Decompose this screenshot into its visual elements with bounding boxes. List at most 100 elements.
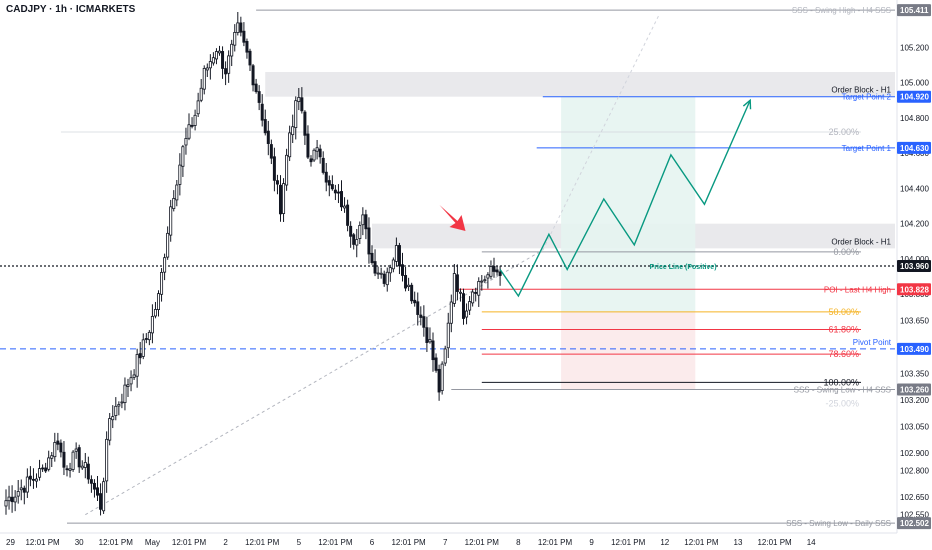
candle bbox=[355, 228, 359, 258]
candle bbox=[306, 125, 310, 159]
pivot-point-price-tag bbox=[897, 342, 931, 355]
candle bbox=[330, 175, 334, 191]
price-tick-label: 104.200 bbox=[900, 220, 929, 229]
candle bbox=[385, 267, 389, 292]
candle bbox=[269, 139, 273, 165]
candle bbox=[483, 275, 487, 284]
candle bbox=[117, 401, 121, 416]
fib-trend-diagonal bbox=[85, 249, 544, 516]
time-tick-label: 8 bbox=[516, 538, 521, 547]
candle bbox=[35, 473, 39, 488]
candle bbox=[120, 393, 124, 409]
candle bbox=[266, 120, 270, 156]
candle bbox=[242, 22, 246, 47]
time-tick-label: 7 bbox=[443, 538, 448, 547]
candle-series[interactable] bbox=[4, 11, 502, 516]
candle bbox=[141, 333, 145, 360]
time-tick-label: 12:01 PM bbox=[611, 538, 646, 547]
candle bbox=[282, 178, 286, 222]
fib-extension-label: -25.00% bbox=[825, 399, 859, 409]
fib-level-label: 0.00% bbox=[833, 247, 859, 257]
candle bbox=[291, 114, 295, 144]
candle bbox=[275, 174, 279, 195]
time-tick-label: 5 bbox=[297, 538, 302, 547]
candle bbox=[272, 147, 276, 192]
price-tick-label: 105.200 bbox=[900, 43, 929, 52]
candle bbox=[364, 209, 368, 240]
candle bbox=[440, 361, 444, 395]
candle bbox=[135, 348, 139, 388]
candle bbox=[71, 450, 75, 472]
candle bbox=[397, 242, 401, 275]
long-stop-zone bbox=[561, 311, 696, 390]
candle bbox=[138, 342, 142, 365]
price-tick-label: 104.800 bbox=[900, 114, 929, 123]
candle bbox=[123, 377, 127, 411]
candle bbox=[388, 264, 392, 282]
candle bbox=[315, 139, 319, 160]
price-tick-label: 103.650 bbox=[900, 317, 929, 326]
time-tick-label: 12:01 PM bbox=[465, 538, 500, 547]
candle bbox=[108, 413, 112, 446]
time-tick-label: 9 bbox=[589, 538, 594, 547]
candle bbox=[318, 144, 322, 164]
candle bbox=[56, 432, 60, 451]
candle bbox=[22, 485, 26, 505]
candle bbox=[178, 153, 182, 196]
candle bbox=[245, 38, 249, 59]
candle bbox=[86, 456, 90, 484]
order-block-zone bbox=[265, 72, 895, 97]
candle bbox=[465, 303, 469, 325]
chart-drawings[interactable] bbox=[439, 98, 752, 298]
current-price-tag-text: 103.960 bbox=[900, 262, 929, 271]
candle bbox=[28, 466, 32, 487]
candle bbox=[492, 257, 496, 278]
time-tick-label: May bbox=[145, 538, 160, 547]
candle bbox=[230, 39, 234, 67]
candle bbox=[498, 265, 502, 286]
time-tick-label: 30 bbox=[75, 538, 84, 547]
fib-level-label: 25.00% bbox=[828, 127, 859, 137]
fib-trend-diagonal-ext bbox=[542, 15, 660, 251]
candle bbox=[297, 87, 301, 111]
time-tick-label: 6 bbox=[370, 538, 375, 547]
current-price-tag bbox=[897, 260, 931, 272]
candle bbox=[376, 266, 380, 279]
swing-low-h4-price-tag-text: 103.260 bbox=[900, 385, 929, 394]
candle bbox=[486, 272, 490, 289]
candle bbox=[217, 45, 221, 56]
candle bbox=[44, 462, 48, 473]
time-axis[interactable]: 29 12:01 PM 30 12:01 PM May 12:01 PM 2 12:01 PM… bbox=[0, 532, 897, 547]
candle bbox=[68, 462, 72, 478]
candle bbox=[163, 253, 167, 281]
fib-level-label: 78.60% bbox=[828, 349, 859, 359]
candle bbox=[190, 117, 194, 129]
candle bbox=[205, 63, 209, 77]
candle bbox=[422, 305, 426, 337]
swing-low-h4-price-tag bbox=[897, 383, 931, 396]
candle bbox=[160, 268, 164, 302]
candle bbox=[391, 257, 395, 273]
candle bbox=[214, 48, 218, 65]
candle bbox=[111, 405, 115, 429]
price-tick-label: 103.200 bbox=[900, 396, 929, 405]
pivot-point-price-tag-text: 103.490 bbox=[900, 345, 929, 354]
candle bbox=[489, 260, 493, 280]
target-point-2-price-tag bbox=[897, 90, 931, 103]
candle bbox=[382, 270, 386, 287]
time-tick-label: 12:01 PM bbox=[684, 538, 719, 547]
candle bbox=[156, 290, 160, 317]
candle bbox=[184, 127, 188, 155]
candle bbox=[443, 345, 447, 367]
candle bbox=[300, 87, 304, 114]
candle bbox=[251, 63, 255, 92]
time-tick-label: 12:01 PM bbox=[391, 538, 426, 547]
candle bbox=[312, 148, 316, 162]
candle bbox=[434, 353, 438, 373]
price-axis[interactable]: 105.200105.000104.800104.600104.400104.2… bbox=[896, 0, 931, 533]
time-tick-label: 29 bbox=[6, 538, 15, 547]
candle bbox=[333, 184, 337, 201]
candle bbox=[59, 439, 63, 458]
candle bbox=[166, 226, 170, 260]
